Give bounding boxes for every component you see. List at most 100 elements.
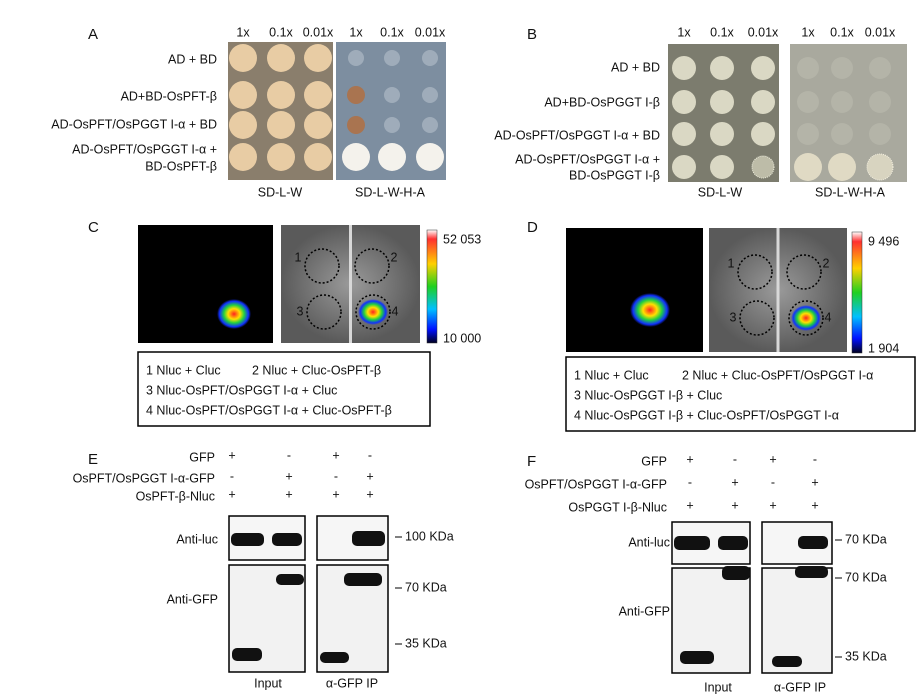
colony-spot [229, 111, 257, 139]
colony-spot [866, 153, 894, 181]
group-label: α-GFP IP [326, 676, 378, 690]
colony-spot [869, 123, 891, 145]
colony-spot [710, 155, 734, 179]
colony-spot [672, 122, 696, 146]
band [722, 566, 750, 580]
antibody-label: Anti-GFP [167, 592, 218, 606]
legend-entry: 1 Nluc + Cluc [146, 363, 221, 377]
construct-label: AD + BD [168, 52, 217, 66]
condition-label: OsPGGT I-β-Nluc [568, 500, 667, 514]
sign: - [733, 452, 737, 466]
luminescence-image [566, 228, 703, 352]
dilution-label: 1x [349, 25, 363, 39]
construct-label: AD-OsPFT/OsPGGT I-α + BD [494, 128, 660, 142]
marker-label: 70 KDa [845, 532, 887, 546]
colony-spot [869, 57, 891, 79]
medium-label: SD-L-W [258, 185, 303, 199]
colony-spot [229, 44, 257, 72]
sign: + [332, 448, 339, 462]
site-number: 3 [730, 310, 737, 324]
legend-entry: 2 Nluc + Cluc-OsPFT-β [252, 363, 381, 377]
colony-spot [751, 155, 775, 179]
antibody-label: Anti-GFP [619, 604, 670, 618]
signal [217, 299, 251, 329]
site-number: 2 [391, 250, 398, 264]
colony-spot [751, 90, 775, 114]
colony-spot [267, 111, 295, 139]
colony-spot [304, 111, 332, 139]
colony-spot [267, 81, 295, 109]
sign: + [228, 448, 235, 462]
colony-spot [384, 117, 400, 133]
sign: + [811, 498, 818, 512]
infiltration-site [304, 248, 340, 284]
site-number: 4 [392, 304, 399, 318]
condition-label: OsPFT-β-Nluc [136, 489, 215, 503]
condition-label: GFP [641, 454, 667, 468]
dilution-label: 0.1x [269, 25, 293, 39]
infiltration-site [737, 254, 773, 290]
colony-spot [751, 56, 775, 80]
band [795, 566, 828, 578]
blot [761, 567, 833, 674]
marker-label: 35 KDa [845, 649, 887, 663]
sign: + [731, 498, 738, 512]
site-number: 1 [295, 250, 302, 264]
band [231, 533, 264, 546]
scale-min: 1 904 [868, 341, 899, 355]
medium-label: SD-L-W [698, 185, 743, 199]
colony-spot [710, 56, 734, 80]
dilution-label: 1x [677, 25, 691, 39]
colony-spot [229, 81, 257, 109]
sign: + [811, 475, 818, 489]
panel-label: D [527, 219, 538, 236]
sign: + [731, 475, 738, 489]
dilution-label: 0.01x [415, 25, 446, 39]
infiltration-site [786, 254, 822, 290]
legend-entry: 4 Nluc-OsPGGT I-β + Cluc-OsPFT/OsPGGT I-… [574, 408, 839, 422]
group-label: Input [254, 676, 282, 690]
colony-spot [348, 50, 364, 66]
construct-label: AD+BD-OsPFT-β [121, 89, 217, 103]
colony-spot [347, 86, 365, 104]
sign: - [368, 448, 372, 462]
colony-spot [828, 153, 856, 181]
colony-spot [751, 122, 775, 146]
condition-label: OsPFT/OsPGGT I-α-GFP [73, 471, 215, 485]
site-number: 2 [823, 256, 830, 270]
colony-spot [831, 123, 853, 145]
antibody-label: Anti-luc [628, 535, 670, 549]
signal [791, 305, 821, 331]
colony-spot [831, 91, 853, 113]
colony-spot [710, 122, 734, 146]
dilution-label: 0.01x [748, 25, 779, 39]
infiltration-site [788, 300, 824, 336]
dilution-label: 0.1x [830, 25, 854, 39]
sign: + [285, 469, 292, 483]
construct-label: AD+BD-OsPGGT I-β [544, 95, 660, 109]
panel-label: E [88, 451, 98, 468]
construct-label: AD-OsPFT/OsPGGT I-α + BD [51, 117, 217, 131]
band [272, 533, 302, 546]
panel-label: C [88, 219, 99, 236]
dilution-label: 1x [801, 25, 815, 39]
blot [761, 521, 833, 565]
legend-entry: 3 Nluc-OsPFT/OsPGGT I-α + Cluc [146, 383, 337, 397]
colony-spot [672, 90, 696, 114]
color-scale [851, 231, 863, 354]
colony-spot [342, 143, 370, 171]
sign: + [285, 487, 292, 501]
colony-spot [797, 57, 819, 79]
color-scale [426, 229, 438, 344]
marker-label: 35 KDa [405, 636, 447, 650]
site-number: 3 [297, 304, 304, 318]
sign: + [228, 487, 235, 501]
sign: + [769, 498, 776, 512]
site-number: 1 [728, 256, 735, 270]
marker-label: 70 KDa [845, 570, 887, 584]
scale-max: 9 496 [868, 234, 899, 248]
band [718, 536, 748, 550]
colony-spot [797, 123, 819, 145]
site-number: 4 [825, 310, 832, 324]
